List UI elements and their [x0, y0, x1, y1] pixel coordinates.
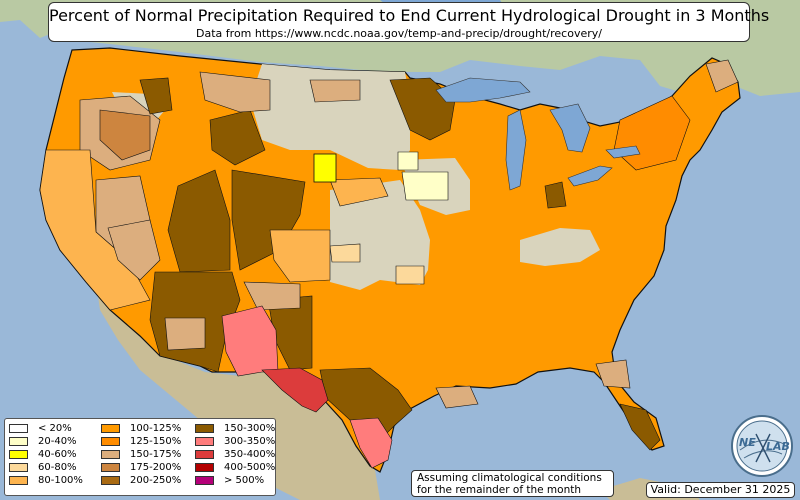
- assumption-note: Assuming climatological conditions for t…: [411, 470, 614, 497]
- region-ut-brown: [167, 169, 231, 273]
- legend-item: 100-125%: [101, 422, 181, 435]
- region-ca-coast-lightorange: [39, 149, 151, 311]
- title-box: Percent of Normal Precipitation Required…: [48, 2, 770, 42]
- legend-item: 80-100%: [9, 474, 83, 487]
- legend-item: 175-200%: [101, 461, 181, 474]
- legend-swatch: [9, 423, 28, 433]
- assumption-note-line2: for the remainder of the month: [417, 484, 582, 496]
- legend-swatch: [195, 462, 214, 472]
- legend-column-3: 150-300% 300-350% 350-400% 400-500% > 50…: [195, 422, 275, 486]
- legend-swatch: [9, 462, 28, 472]
- lake-superior: [435, 77, 531, 103]
- lake-huron: [549, 103, 591, 153]
- legend: < 20% 20-40% 40-60% 60-80% 80-100% 100-1…: [4, 418, 276, 496]
- legend-item: > 500%: [195, 474, 275, 487]
- region-ne-lightorange: [329, 177, 389, 207]
- legend-swatch: [9, 449, 28, 459]
- legend-column-1: < 20% 20-40% 40-60% 60-80% 80-100%: [9, 422, 83, 486]
- region-sd-lightyellow: [397, 151, 419, 171]
- legend-item: 20-40%: [9, 435, 83, 448]
- region-tx-panhandle-lightorange: [269, 229, 331, 283]
- region-ia-lightyellow: [401, 171, 449, 201]
- legend-item: 40-60%: [9, 448, 83, 461]
- legend-swatch: [195, 475, 214, 485]
- no-drought-ohio-valley: [520, 228, 600, 266]
- region-ca-desert-tan: [107, 219, 161, 281]
- region-ok-lightorange: [395, 265, 425, 285]
- region-nd-tan: [309, 79, 361, 103]
- legend-item: 200-250%: [101, 474, 181, 487]
- region-fl-tan: [595, 359, 631, 389]
- region-id-orange: [99, 109, 151, 161]
- logo-text-right: LAB: [766, 440, 790, 453]
- region-gulf-tan: [435, 385, 479, 409]
- legend-item: 400-500%: [195, 461, 275, 474]
- no-drought-central-plains: [330, 180, 430, 290]
- no-drought-northern-plains: [250, 64, 410, 170]
- legend-item: < 20%: [9, 422, 83, 435]
- legend-swatch: [195, 423, 214, 433]
- lake-erie: [567, 165, 613, 187]
- legend-swatch: [195, 436, 214, 446]
- legend-item: 150-300%: [195, 422, 275, 435]
- legend-swatch: [9, 436, 28, 446]
- nexlab-logo: NE LAB: [731, 415, 793, 477]
- legend-item: 350-400%: [195, 448, 275, 461]
- legend-swatch: [101, 423, 120, 433]
- region-tx-pink: [349, 417, 393, 469]
- lake-michigan: [505, 109, 527, 191]
- legend-swatch: [101, 462, 120, 472]
- legend-swatch: [101, 449, 120, 459]
- logo-text-left: NE: [739, 436, 756, 449]
- region-fl-brown: [619, 403, 661, 451]
- region-sd-yellow: [313, 153, 337, 183]
- map-subtitle: Data from https://www.ncdc.noaa.gov/temp…: [196, 27, 602, 40]
- map-title: Percent of Normal Precipitation Required…: [49, 6, 770, 25]
- legend-swatch: [9, 475, 28, 485]
- valid-date: Valid: December 31 2025: [646, 482, 795, 498]
- legend-item: 125-150%: [101, 435, 181, 448]
- legend-swatch: [101, 436, 120, 446]
- lake-ontario: [605, 145, 641, 159]
- region-mt-tan: [199, 71, 271, 113]
- assumption-note-line1: Assuming climatological conditions: [417, 472, 602, 484]
- legend-swatch: [195, 449, 214, 459]
- legend-item: 150-175%: [101, 448, 181, 461]
- legend-item: 60-80%: [9, 461, 83, 474]
- region-tx-brown: [319, 367, 413, 441]
- region-ks-lightorange: [329, 243, 361, 263]
- legend-swatch: [101, 475, 120, 485]
- mexico-land: [95, 275, 380, 500]
- region-nm-tan: [243, 281, 301, 311]
- region-mi-brown: [544, 181, 567, 209]
- region-nm-tan2: [164, 317, 206, 351]
- region-tx-red: [261, 367, 329, 413]
- region-mt-brown: [139, 77, 173, 115]
- legend-item: 300-350%: [195, 435, 275, 448]
- region-ny-tan: [705, 59, 739, 93]
- legend-column-2: 100-125% 125-150% 150-175% 175-200% 200-…: [101, 422, 181, 486]
